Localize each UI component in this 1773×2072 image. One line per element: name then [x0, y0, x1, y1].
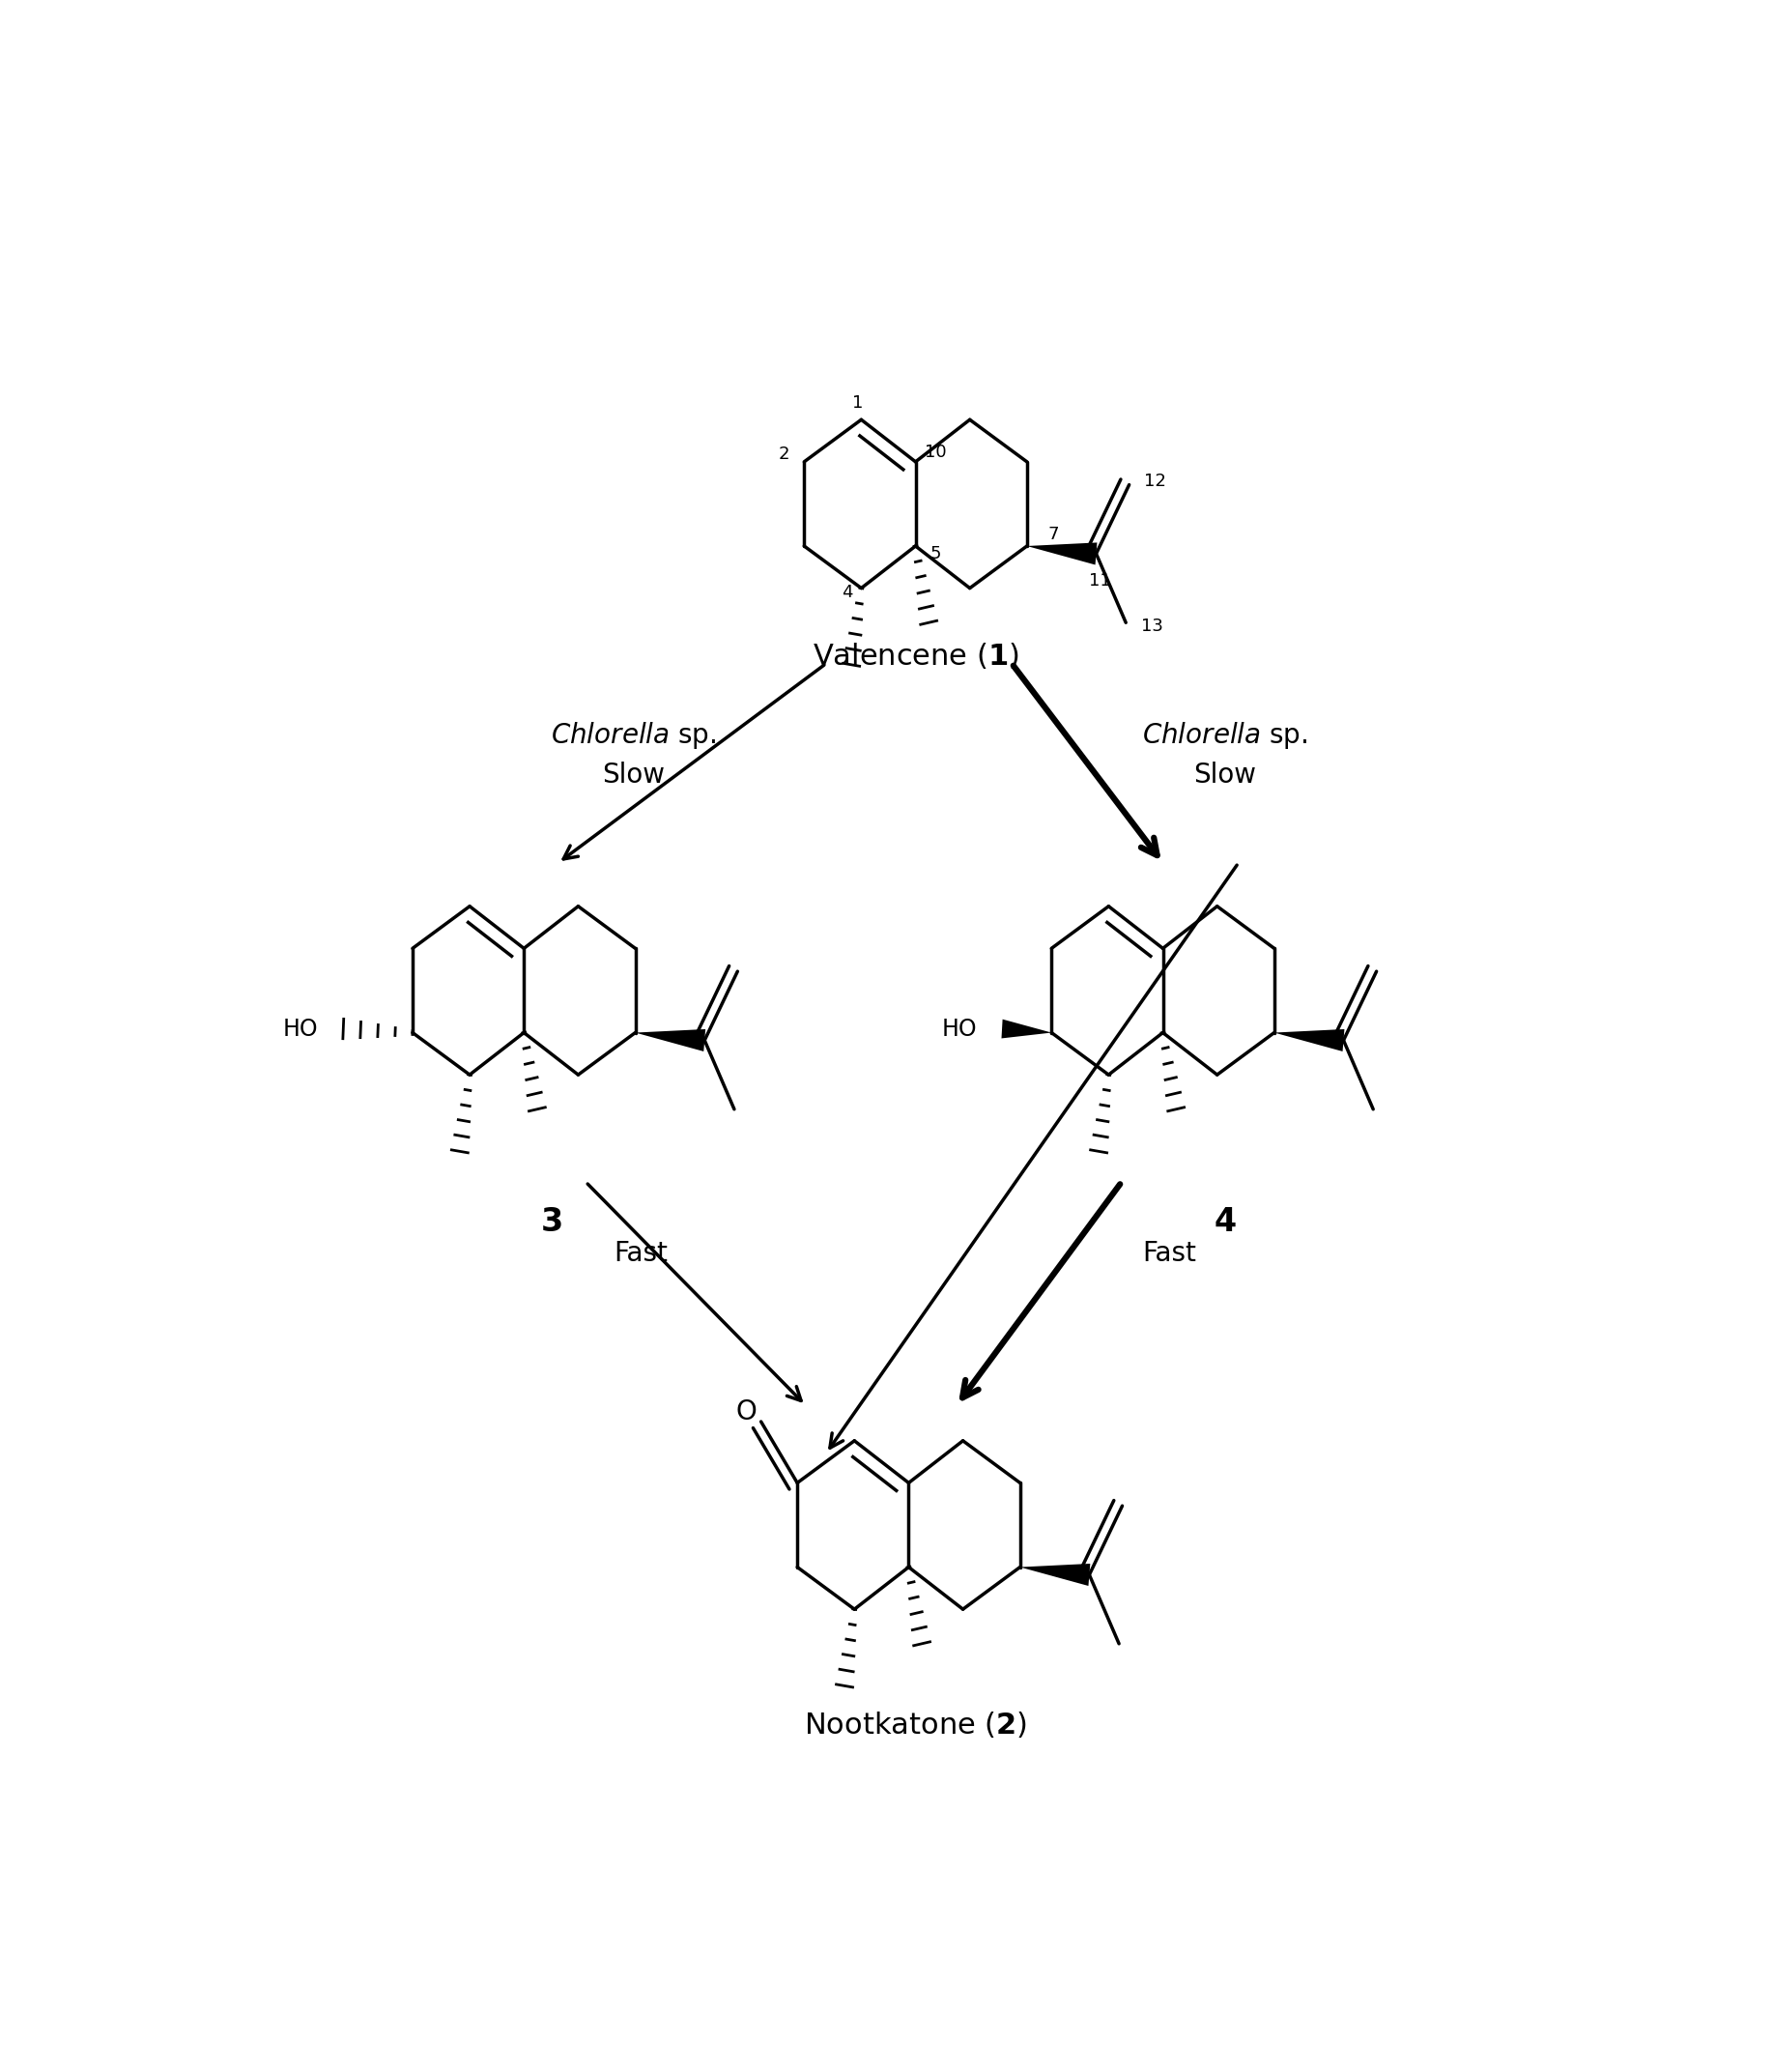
Text: Valencene ($\mathbf{1}$): Valencene ($\mathbf{1}$) [812, 640, 1019, 671]
Text: Fast: Fast [1144, 1241, 1197, 1268]
Text: Nootkatone ($\mathbf{2}$): Nootkatone ($\mathbf{2}$) [803, 1709, 1027, 1738]
Text: 1: 1 [853, 394, 863, 412]
Text: 2: 2 [778, 445, 791, 462]
Text: 10: 10 [924, 443, 947, 462]
Text: O: O [736, 1399, 757, 1426]
Polygon shape [635, 1030, 706, 1051]
Polygon shape [1027, 543, 1097, 566]
Text: Slow: Slow [603, 762, 665, 789]
Text: $\mathbf{4}$: $\mathbf{4}$ [1213, 1206, 1236, 1237]
Text: Slow: Slow [1193, 762, 1255, 789]
Text: 12: 12 [1145, 472, 1167, 489]
Text: HO: HO [282, 1017, 317, 1040]
Polygon shape [1019, 1564, 1090, 1585]
Text: 11: 11 [1089, 572, 1110, 588]
Polygon shape [1002, 1019, 1051, 1038]
Text: 4: 4 [840, 584, 853, 601]
Text: Fast: Fast [613, 1241, 668, 1268]
Text: $\it{Chlorella}$ sp.: $\it{Chlorella}$ sp. [1142, 719, 1307, 750]
Text: 7: 7 [1048, 526, 1058, 543]
Text: $\it{Chlorella}$ sp.: $\it{Chlorella}$ sp. [551, 719, 716, 750]
Text: 5: 5 [929, 545, 941, 562]
Text: $\mathbf{3}$: $\mathbf{3}$ [541, 1206, 562, 1237]
Polygon shape [1275, 1030, 1344, 1051]
Text: 13: 13 [1142, 617, 1163, 636]
Text: HO: HO [941, 1017, 977, 1040]
